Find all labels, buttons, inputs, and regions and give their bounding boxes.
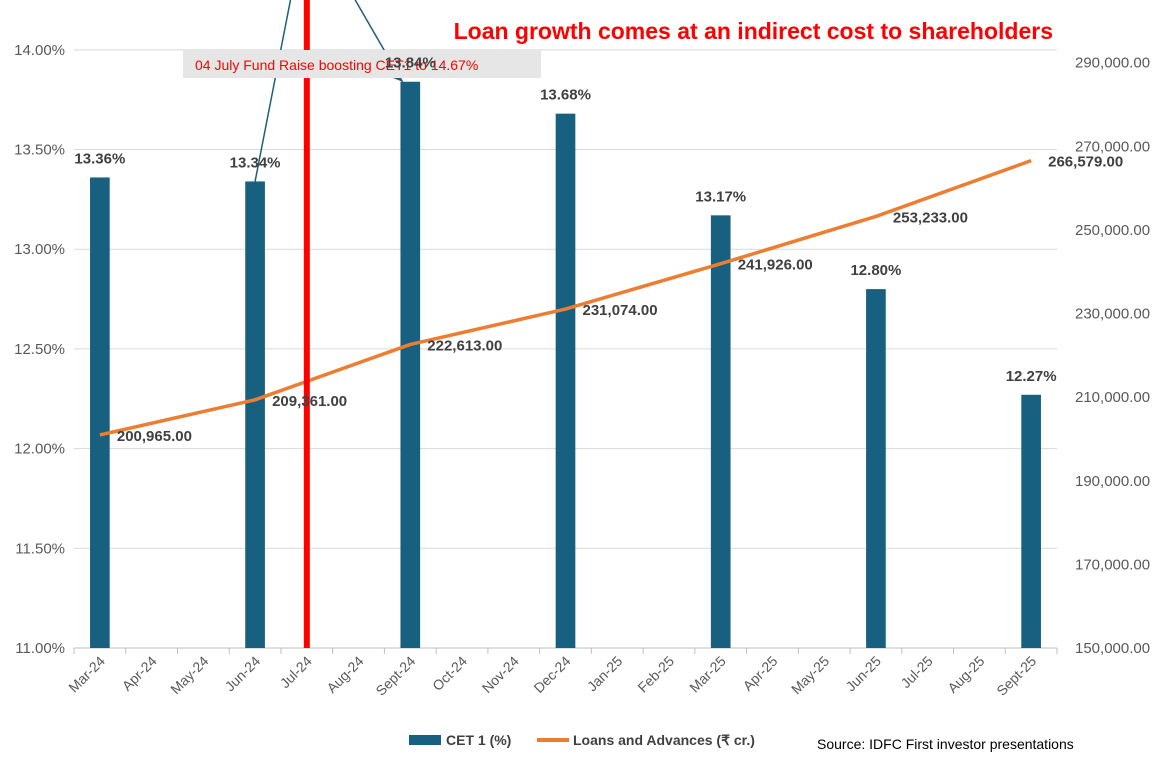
y-right-tick-label: 150,000.00 (1075, 640, 1150, 657)
cet1-data-label: 13.34% (230, 154, 281, 171)
cet1-data-label: 13.68% (540, 87, 591, 104)
x-tick-label: Dec-24 (530, 653, 573, 696)
cet1-bar (245, 181, 265, 648)
loans-data-label: 231,074.00 (583, 302, 658, 319)
loans-line-path (99, 158, 1032, 437)
x-tick-label: Jul-25 (897, 653, 935, 691)
cet1-bar (866, 289, 886, 648)
y-left-tick-label: 11.00% (15, 640, 65, 657)
cet1-data-label: 13.36% (74, 150, 125, 167)
x-tick-label: Feb-25 (634, 653, 677, 696)
annotation-box (183, 50, 541, 78)
cet1-bar (1021, 394, 1041, 648)
x-tick-label: Sept-24 (372, 653, 418, 699)
cet1-data-label: 12.27% (1006, 368, 1057, 385)
x-tick-label: Jun-24 (222, 653, 264, 695)
y-right-tick-label: 210,000.00 (1075, 389, 1150, 406)
cet1-data-label: 13.84% (385, 55, 436, 72)
y-left-tick-label: 13.00% (14, 241, 65, 258)
loans-data-labels: 200,965.00 209,361.00 222,613.00 231,074.00… (117, 154, 1123, 445)
x-tick-label: Nov-24 (479, 653, 522, 696)
x-tick-label: May-25 (788, 653, 832, 697)
x-tick-label: Mar-25 (686, 653, 729, 696)
y-right-tick-label: 270,000.00 (1075, 138, 1150, 155)
x-tick-label: Aug-25 (944, 653, 987, 696)
x-tick-label: Sept-25 (993, 653, 1039, 699)
cet1-bar (400, 81, 421, 649)
legend-swatch-cet1 (409, 735, 441, 745)
cet1-data-label: 12.80% (850, 262, 901, 279)
x-tick-label: Mar-24 (65, 653, 108, 696)
y-left-tick-label: 11.50% (15, 540, 65, 557)
y-left-tick-label: 14.00% (14, 42, 65, 59)
x-tick-label: Jan-25 (584, 653, 626, 695)
loans-data-label: 253,233.00 (893, 209, 968, 226)
fund-raise-connector (254, 0, 404, 182)
y-right-tick-label: 250,000.00 (1075, 222, 1150, 239)
annotation-text: 04 July Fund Raise boosting CET1 to 14.6… (195, 57, 478, 73)
y-right-tick-label: 290,000.00 (1075, 55, 1150, 72)
y-left-tick-label: 13.50% (14, 142, 65, 159)
legend-label-loans: Loans and Advances (₹ cr.) (573, 732, 755, 748)
y-left-tick-label: 12.00% (14, 441, 65, 458)
loans-data-label: 241,926.00 (738, 257, 813, 274)
x-axis-ticks: Mar-24 Apr-24 May-24 Jun-24 Jul-24 Aug-24 Sept… (65, 653, 1039, 699)
source-note: Source: IDFC First investor presentation… (817, 736, 1074, 752)
legend-label-cet1: CET 1 (%) (446, 732, 511, 748)
x-tick-label: Aug-24 (323, 653, 366, 696)
y-right-tick-label: 190,000.00 (1075, 473, 1150, 490)
loans-data-label: 266,579.00 (1048, 154, 1123, 171)
legend: CET 1 (%) Loans and Advances (₹ cr.) (409, 732, 755, 748)
left-axis-ticks: 11.00% 11.50% 12.00% 12.50% 13.00% 13.50% 14.0… (14, 42, 65, 657)
cet1-bar (555, 113, 576, 648)
loans-data-label: 222,613.00 (427, 337, 502, 354)
chart-title: Loan growth comes at an indirect cost to… (454, 18, 1053, 44)
x-tick-label: Oct-24 (429, 653, 470, 694)
x-tick-label: Jun-25 (842, 653, 884, 695)
right-axis-ticks: 150,000.00 170,000.00 190,000.00 210,000.00… (1075, 55, 1150, 657)
cet1-data-labels: 13.36% 13.34% 13.84% 13.68% 13.17% 12.80% 12.2… (74, 55, 1056, 385)
y-right-tick-label: 230,000.00 (1075, 306, 1150, 323)
loans-data-label: 209,361.00 (272, 393, 347, 410)
x-tick-label: Apr-25 (740, 653, 781, 694)
cet1-bar (90, 177, 110, 648)
x-tick-label: Apr-24 (119, 653, 160, 694)
y-left-tick-label: 12.50% (14, 341, 65, 358)
loans-line (99, 158, 1032, 437)
cet1-data-label: 13.17% (695, 188, 746, 205)
y-right-tick-label: 170,000.00 (1075, 556, 1150, 573)
cet1-bar (710, 215, 731, 648)
fund-raise-annotation: 04 July Fund Raise boosting CET1 to 14.6… (183, 0, 541, 648)
cet1-bars (90, 81, 1041, 649)
x-tick-label: May-24 (167, 653, 211, 697)
loans-data-label: 200,965.00 (117, 428, 192, 445)
x-tick-label: Jul-24 (277, 653, 315, 691)
